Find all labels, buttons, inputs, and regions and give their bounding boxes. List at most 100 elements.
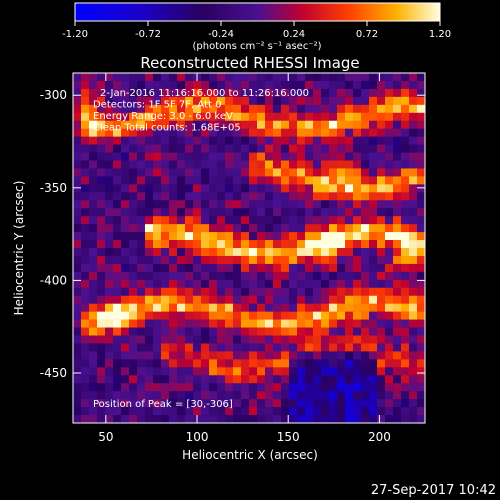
heatmap-cell [377,335,386,344]
heatmap-cell [169,248,178,257]
heatmap-cell [249,224,258,233]
heatmap-cell [185,88,194,98]
heatmap-cell [305,152,314,161]
heatmap-cell [289,287,298,297]
heatmap-cell [401,303,410,312]
heatmap-cell [89,255,98,265]
heatmap-cell [241,152,250,161]
heatmap-cell [217,112,226,122]
heatmap-cell [273,319,282,328]
heatmap-cell [145,399,154,408]
heatmap-cell [337,128,346,137]
heatmap-cell [377,351,386,360]
heatmap-cell [377,263,386,273]
heatmap-cell [409,335,418,344]
heatmap-cell [169,399,178,408]
heatmap-cell [225,303,234,312]
heatmap-cell [177,287,186,297]
heatmap-cell [121,144,130,153]
heatmap-cell [241,263,250,273]
heatmap-cell [329,168,338,177]
heatmap-cell [353,80,362,90]
heatmap-cell [169,96,178,106]
heatmap-cell [201,343,210,352]
heatmap-cell [377,255,386,265]
heatmap-cell [113,287,122,297]
heatmap-cell [129,80,138,90]
heatmap-cell [329,144,338,153]
heatmap-cell [329,160,338,169]
heatmap-cell [153,136,162,145]
heatmap-cell [385,327,394,336]
heatmap-cell [89,104,98,114]
heatmap-cell [361,120,370,129]
heatmap-cell [201,200,210,209]
heatmap-cell [313,232,322,241]
heatmap-cell [313,216,322,225]
heatmap-cell [313,152,322,161]
heatmap-cell [369,343,378,352]
heatmap-cell [401,351,410,360]
heatmap-cell [361,407,370,416]
heatmap-cell [193,359,202,368]
heatmap-cell [393,120,402,129]
heatmap-cell [417,407,426,416]
heatmap-cell [385,311,394,320]
heatmap-cell [257,383,266,392]
heatmap-cell [281,104,290,114]
heatmap-cell [313,295,322,304]
heatmap-cell [313,399,322,408]
heatmap-cell [137,208,146,217]
heatmap-cell [105,391,114,400]
heatmap-cell [401,271,410,281]
heatmap-cell [353,160,362,169]
chart-title: Reconstructed RHESSI Image [140,54,359,72]
heatmap-cell [161,144,170,153]
heatmap-cell [369,80,378,90]
heatmap-cell [361,279,370,289]
heatmap-cell [241,184,250,193]
heatmap-cell [305,208,314,217]
heatmap-cell [233,112,242,122]
heatmap-cell [97,80,106,90]
heatmap-cell [401,287,410,297]
heatmap-cell [209,279,218,289]
heatmap-cell [313,263,322,273]
heatmap-cell [129,271,138,281]
heatmap-cell [305,192,314,201]
heatmap-cell [105,319,114,328]
heatmap-cell [249,351,258,360]
heatmap-cell [417,96,426,106]
heatmap-cell [81,144,90,153]
heatmap-cell [329,216,338,225]
heatmap-cell [385,144,394,153]
heatmap-cell [145,200,154,209]
heatmap-cell [369,391,378,400]
heatmap-cell [337,279,346,289]
heatmap-cell [257,367,266,376]
heatmap-cell [129,168,138,177]
heatmap-cell [121,287,130,297]
heatmap-cell [249,80,258,90]
heatmap-cell [401,375,410,384]
heatmap-cell [81,311,90,320]
heatmap-cell [257,192,266,201]
heatmap-cell [409,359,418,368]
heatmap-cell [297,399,306,408]
heatmap-cell [377,104,386,114]
heatmap-cell [161,192,170,201]
heatmap-cell [201,104,210,114]
heatmap-cell [73,303,82,312]
heatmap-cell [169,136,178,145]
heatmap-cell [81,184,90,193]
heatmap-cell [297,319,306,328]
heatmap-cell [321,73,330,82]
heatmap-cell [337,263,346,273]
heatmap-cell [241,351,250,360]
heatmap-cell [89,327,98,336]
heatmap-cell [113,88,122,98]
heatmap-cell [297,216,306,225]
heatmap-cell [113,375,122,384]
heatmap-cell [297,367,306,376]
heatmap-cell [289,399,298,408]
